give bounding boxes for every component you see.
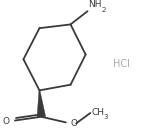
Polygon shape xyxy=(37,90,46,117)
Text: O: O xyxy=(2,117,9,126)
Text: 3: 3 xyxy=(103,114,108,120)
Text: O: O xyxy=(70,119,78,128)
Text: NH: NH xyxy=(88,0,102,9)
Text: 2: 2 xyxy=(102,7,106,13)
Text: HCl: HCl xyxy=(113,59,130,69)
Text: CH: CH xyxy=(91,108,104,118)
